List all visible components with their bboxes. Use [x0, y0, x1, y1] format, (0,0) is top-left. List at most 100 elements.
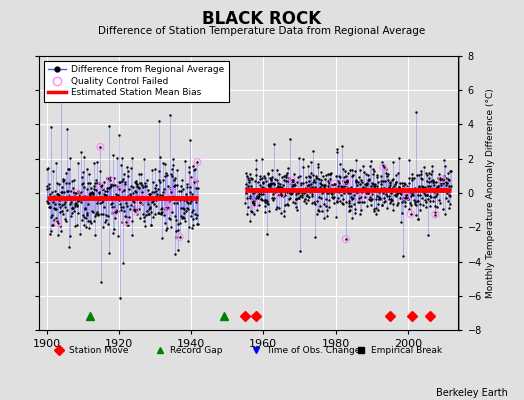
- Point: [55, 197, 63, 204]
- Point: [172, 200, 181, 206]
- Point: [417, 188, 425, 194]
- Point: [313, 206, 322, 213]
- Point: [365, 195, 373, 202]
- Point: [178, 177, 187, 183]
- Point: [123, 203, 132, 210]
- Point: [105, 185, 113, 192]
- Point: [336, 187, 344, 193]
- Point: [348, 195, 357, 202]
- Point: [132, 180, 140, 186]
- Point: [143, 208, 151, 214]
- Point: [434, 182, 442, 189]
- Point: [49, 199, 57, 206]
- Point: [410, 185, 419, 191]
- Point: [387, 185, 396, 192]
- Point: [267, 180, 276, 186]
- Point: [423, 183, 432, 189]
- Point: [331, 180, 340, 187]
- Point: [281, 202, 289, 208]
- Point: [50, 217, 59, 223]
- Point: [250, 200, 258, 206]
- Point: [380, 199, 389, 206]
- Point: [248, 176, 256, 182]
- Point: [139, 184, 147, 190]
- Point: [263, 200, 271, 206]
- Point: [121, 179, 129, 186]
- Point: [444, 198, 452, 205]
- Point: [93, 212, 102, 218]
- Point: [441, 211, 449, 217]
- Point: [159, 188, 167, 195]
- Point: [258, 174, 266, 181]
- Point: [101, 212, 110, 218]
- Point: [344, 170, 352, 176]
- Point: [125, 191, 134, 198]
- Point: [410, 175, 418, 182]
- Point: [122, 200, 130, 206]
- Point: [111, 208, 119, 215]
- Point: [156, 154, 165, 160]
- Point: [145, 190, 154, 197]
- Point: [80, 214, 89, 220]
- Point: [260, 197, 268, 204]
- Point: [87, 185, 95, 192]
- Point: [364, 190, 373, 196]
- Point: [375, 194, 383, 200]
- Point: [281, 189, 290, 195]
- Point: [133, 206, 141, 212]
- Point: [309, 178, 317, 185]
- Point: [163, 206, 171, 213]
- Point: [415, 172, 423, 178]
- Point: [324, 204, 333, 211]
- Point: [335, 188, 343, 195]
- Point: [286, 189, 294, 196]
- Point: [105, 184, 114, 190]
- Point: [44, 199, 52, 206]
- Point: [165, 193, 173, 199]
- Point: [150, 200, 158, 207]
- Point: [373, 172, 381, 178]
- Point: [383, 173, 391, 179]
- Point: [54, 181, 63, 188]
- Point: [312, 175, 321, 182]
- Point: [438, 188, 446, 194]
- Point: [322, 202, 330, 209]
- Point: [290, 182, 298, 189]
- Point: [150, 210, 159, 217]
- Point: [138, 189, 147, 195]
- Point: [187, 213, 195, 219]
- Point: [54, 220, 62, 226]
- Point: [406, 188, 414, 194]
- Point: [45, 180, 53, 187]
- Point: [424, 196, 432, 202]
- Point: [288, 177, 297, 184]
- Point: [189, 207, 197, 214]
- Point: [185, 164, 193, 170]
- Point: [148, 179, 157, 185]
- Point: [137, 182, 146, 188]
- Point: [369, 166, 377, 172]
- Point: [363, 172, 372, 178]
- Point: [285, 196, 293, 202]
- Point: [154, 186, 162, 192]
- Point: [374, 207, 382, 214]
- Point: [356, 181, 364, 188]
- Point: [176, 220, 184, 226]
- Point: [127, 193, 135, 199]
- Point: [146, 204, 154, 211]
- Point: [147, 222, 155, 228]
- Point: [74, 198, 82, 204]
- Point: [420, 189, 428, 196]
- Point: [339, 178, 347, 184]
- Point: [255, 191, 264, 198]
- Point: [354, 187, 362, 193]
- Point: [376, 177, 385, 184]
- Point: [368, 191, 377, 197]
- Point: [353, 189, 362, 195]
- Point: [370, 183, 378, 189]
- Point: [367, 202, 376, 209]
- Point: [178, 196, 186, 202]
- Point: [401, 199, 409, 205]
- Point: [431, 179, 440, 185]
- Point: [70, 201, 79, 208]
